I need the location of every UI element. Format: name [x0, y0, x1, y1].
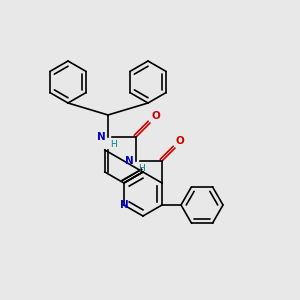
- Text: O: O: [151, 111, 160, 121]
- Text: O: O: [176, 136, 185, 146]
- Text: H: H: [138, 164, 145, 173]
- Text: H: H: [110, 140, 117, 149]
- Text: N: N: [97, 132, 106, 142]
- Text: N: N: [125, 156, 134, 166]
- Text: N: N: [119, 200, 128, 210]
